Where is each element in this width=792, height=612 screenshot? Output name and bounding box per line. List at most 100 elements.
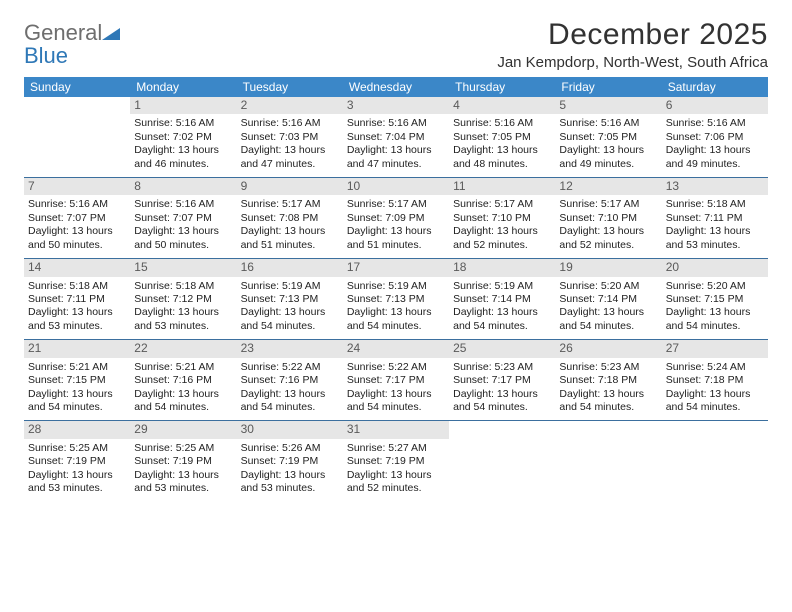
dow-cell: Monday xyxy=(130,77,236,97)
day-cell: 11Sunrise: 5:17 AMSunset: 7:10 PMDayligh… xyxy=(449,178,555,258)
daylight-line-2: and 53 minutes. xyxy=(134,482,232,495)
daylight-line-1: Daylight: 13 hours xyxy=(134,225,232,238)
dow-cell: Saturday xyxy=(662,77,768,97)
sunset-line: Sunset: 7:06 PM xyxy=(666,131,764,144)
day-cell: 29Sunrise: 5:25 AMSunset: 7:19 PMDayligh… xyxy=(130,421,236,501)
daylight-line-2: and 53 minutes. xyxy=(28,320,126,333)
day-cell: 10Sunrise: 5:17 AMSunset: 7:09 PMDayligh… xyxy=(343,178,449,258)
daylight-line-1: Daylight: 13 hours xyxy=(666,388,764,401)
sunset-line: Sunset: 7:07 PM xyxy=(134,212,232,225)
daylight-line-2: and 54 minutes. xyxy=(347,401,445,414)
day-cell xyxy=(662,421,768,501)
sunrise-line: Sunrise: 5:21 AM xyxy=(28,361,126,374)
sunrise-line: Sunrise: 5:25 AM xyxy=(134,442,232,455)
sunset-line: Sunset: 7:11 PM xyxy=(28,293,126,306)
daylight-line-1: Daylight: 13 hours xyxy=(134,144,232,157)
daylight-line-2: and 54 minutes. xyxy=(241,401,339,414)
day-number: 30 xyxy=(237,421,343,438)
day-cell: 16Sunrise: 5:19 AMSunset: 7:13 PMDayligh… xyxy=(237,259,343,339)
day-cell: 31Sunrise: 5:27 AMSunset: 7:19 PMDayligh… xyxy=(343,421,449,501)
logo-word1: General xyxy=(24,20,102,45)
day-cell xyxy=(24,97,130,177)
sunset-line: Sunset: 7:13 PM xyxy=(241,293,339,306)
daylight-line-1: Daylight: 13 hours xyxy=(347,388,445,401)
day-cell: 6 Sunrise: 5:16 AMSunset: 7:06 PMDaylight… xyxy=(662,97,768,177)
sunrise-line: Sunrise: 5:17 AM xyxy=(453,198,551,211)
sunset-line: Sunset: 7:09 PM xyxy=(347,212,445,225)
daylight-line-1: Daylight: 13 hours xyxy=(666,144,764,157)
daylight-line-2: and 46 minutes. xyxy=(134,158,232,171)
daylight-line-2: and 54 minutes. xyxy=(347,320,445,333)
daylight-line-2: and 49 minutes. xyxy=(666,158,764,171)
sunset-line: Sunset: 7:13 PM xyxy=(347,293,445,306)
sunset-line: Sunset: 7:05 PM xyxy=(453,131,551,144)
dow-row: SundayMondayTuesdayWednesdayThursdayFrid… xyxy=(24,77,768,97)
day-cell: 30Sunrise: 5:26 AMSunset: 7:19 PMDayligh… xyxy=(237,421,343,501)
sunset-line: Sunset: 7:19 PM xyxy=(347,455,445,468)
sunset-line: Sunset: 7:10 PM xyxy=(559,212,657,225)
day-number: 28 xyxy=(24,421,130,438)
day-number: 12 xyxy=(555,178,661,195)
day-number: 23 xyxy=(237,340,343,357)
daylight-line-2: and 51 minutes. xyxy=(347,239,445,252)
sunrise-line: Sunrise: 5:16 AM xyxy=(559,117,657,130)
day-number: 17 xyxy=(343,259,449,276)
sunset-line: Sunset: 7:04 PM xyxy=(347,131,445,144)
day-cell: 12Sunrise: 5:17 AMSunset: 7:10 PMDayligh… xyxy=(555,178,661,258)
sunset-line: Sunset: 7:17 PM xyxy=(347,374,445,387)
sunrise-line: Sunrise: 5:16 AM xyxy=(241,117,339,130)
day-cell: 17 Sunrise: 5:19 AMSunset: 7:13 PMDayligh… xyxy=(343,259,449,339)
daylight-line-1: Daylight: 13 hours xyxy=(134,469,232,482)
sunrise-line: Sunrise: 5:24 AM xyxy=(666,361,764,374)
daylight-line-2: and 50 minutes. xyxy=(28,239,126,252)
week-row: 14Sunrise: 5:18 AMSunset: 7:11 PMDayligh… xyxy=(24,259,768,340)
sunrise-line: Sunrise: 5:23 AM xyxy=(559,361,657,374)
day-number: 9 xyxy=(237,178,343,195)
daylight-line-2: and 49 minutes. xyxy=(559,158,657,171)
daylight-line-2: and 52 minutes. xyxy=(559,239,657,252)
day-number: 26 xyxy=(555,340,661,357)
day-cell xyxy=(555,421,661,501)
day-number: 18 xyxy=(449,259,555,276)
calendar: SundayMondayTuesdayWednesdayThursdayFrid… xyxy=(24,77,768,502)
day-cell: 26Sunrise: 5:23 AMSunset: 7:18 PMDayligh… xyxy=(555,340,661,420)
sunset-line: Sunset: 7:12 PM xyxy=(134,293,232,306)
day-cell: 28Sunrise: 5:25 AMSunset: 7:19 PMDayligh… xyxy=(24,421,130,501)
sunset-line: Sunset: 7:17 PM xyxy=(453,374,551,387)
sunrise-line: Sunrise: 5:16 AM xyxy=(666,117,764,130)
day-number: 10 xyxy=(343,178,449,195)
daylight-line-2: and 54 minutes. xyxy=(453,320,551,333)
daylight-line-2: and 54 minutes. xyxy=(453,401,551,414)
sunrise-line: Sunrise: 5:17 AM xyxy=(347,198,445,211)
day-cell: 8Sunrise: 5:16 AMSunset: 7:07 PMDaylight… xyxy=(130,178,236,258)
sunrise-line: Sunrise: 5:22 AM xyxy=(241,361,339,374)
sunrise-line: Sunrise: 5:22 AM xyxy=(347,361,445,374)
daylight-line-2: and 53 minutes. xyxy=(666,239,764,252)
logo-word2: Blue xyxy=(24,43,102,69)
daylight-line-1: Daylight: 13 hours xyxy=(241,225,339,238)
daylight-line-1: Daylight: 13 hours xyxy=(241,144,339,157)
daylight-line-1: Daylight: 13 hours xyxy=(28,225,126,238)
daylight-line-2: and 53 minutes. xyxy=(134,320,232,333)
day-number: 6 xyxy=(662,97,768,114)
day-number: 3 xyxy=(343,97,449,114)
daylight-line-2: and 53 minutes. xyxy=(241,482,339,495)
sunrise-line: Sunrise: 5:17 AM xyxy=(241,198,339,211)
day-cell: 19Sunrise: 5:20 AMSunset: 7:14 PMDayligh… xyxy=(555,259,661,339)
sunset-line: Sunset: 7:16 PM xyxy=(241,374,339,387)
sunrise-line: Sunrise: 5:19 AM xyxy=(347,280,445,293)
day-number: 19 xyxy=(555,259,661,276)
daylight-line-1: Daylight: 13 hours xyxy=(347,306,445,319)
logo-sail-icon xyxy=(102,28,120,40)
dow-cell: Thursday xyxy=(449,77,555,97)
day-cell xyxy=(449,421,555,501)
sunrise-line: Sunrise: 5:18 AM xyxy=(666,198,764,211)
daylight-line-2: and 52 minutes. xyxy=(453,239,551,252)
day-number: 14 xyxy=(24,259,130,276)
daylight-line-2: and 54 minutes. xyxy=(241,320,339,333)
daylight-line-2: and 53 minutes. xyxy=(28,482,126,495)
sunrise-line: Sunrise: 5:16 AM xyxy=(134,117,232,130)
sunset-line: Sunset: 7:19 PM xyxy=(28,455,126,468)
logo: General Blue xyxy=(24,18,120,69)
day-number: 22 xyxy=(130,340,236,357)
